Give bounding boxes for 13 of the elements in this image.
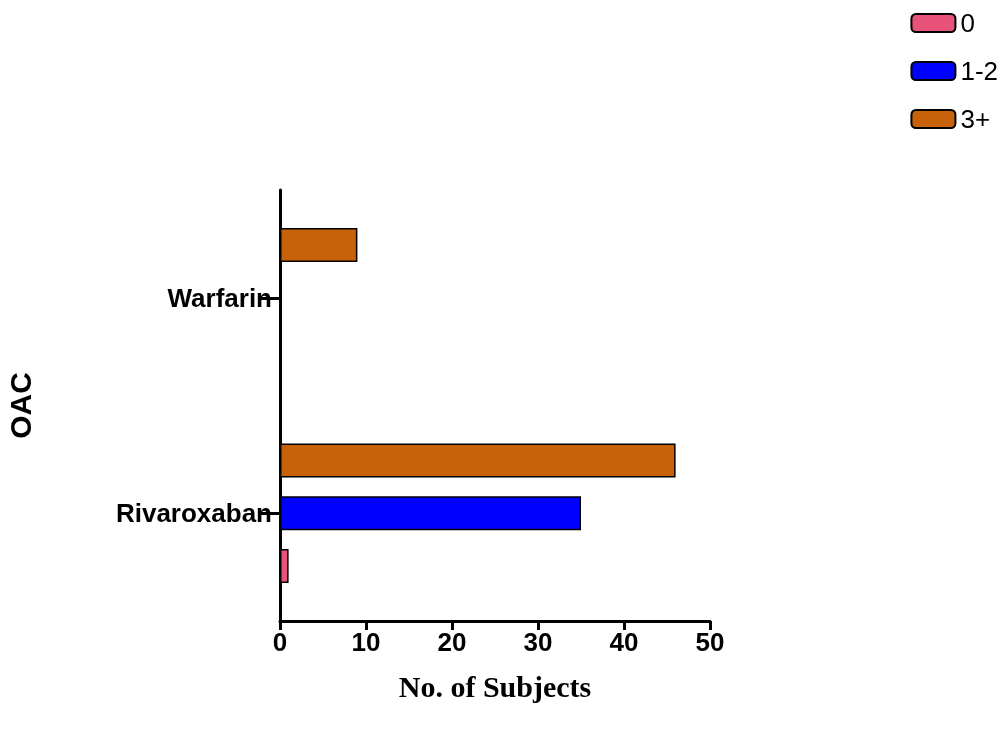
y-axis-title: OAC <box>3 372 37 439</box>
x-tick-label: 20 <box>437 627 467 657</box>
legend-label: 1-2 <box>960 56 998 86</box>
y-tick-label: Warfarin <box>167 282 272 313</box>
x-tick-label: 30 <box>523 627 553 657</box>
x-tick-label: 50 <box>695 627 725 657</box>
legend-label: 0 <box>960 8 975 38</box>
x-tick-label: 40 <box>609 627 639 657</box>
x-tick-label: 10 <box>351 627 381 657</box>
legend-label: 3+ <box>960 104 991 134</box>
x-axis-title: No. of Subjects <box>398 669 592 703</box>
y-tick-label: Rivaroxaban <box>115 498 272 529</box>
x-tick-label: 0 <box>272 627 288 657</box>
